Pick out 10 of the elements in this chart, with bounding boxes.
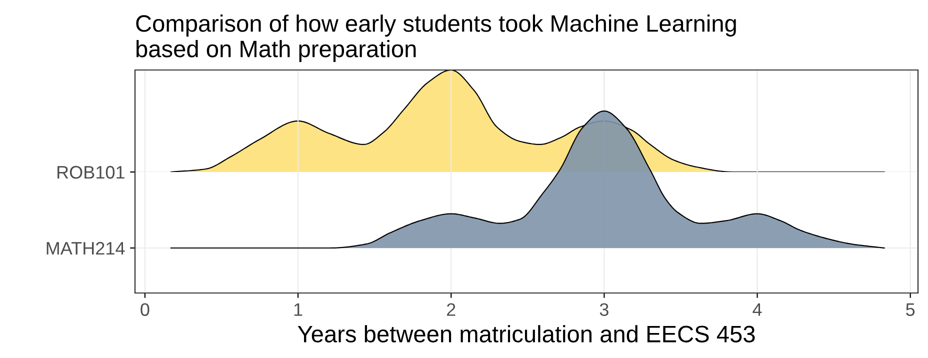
x-tick-label: 0 — [140, 303, 150, 316]
text: MATH214 — [46, 242, 125, 255]
x-tick-label: 1 — [294, 303, 302, 316]
x-tick-label: 5 — [906, 303, 915, 316]
x-tick-label: 3 — [600, 303, 608, 316]
legend-label: ROB101 — [58, 166, 124, 179]
x-tick-label: 2 — [446, 303, 456, 316]
chart-title: Comparison of how early students took Machine Learning based on Math preparation — [136, 14, 736, 62]
x-tick-label: 4 — [752, 303, 762, 316]
x-axis-title: Years between matriculation and EECS 453 — [298, 325, 755, 342]
